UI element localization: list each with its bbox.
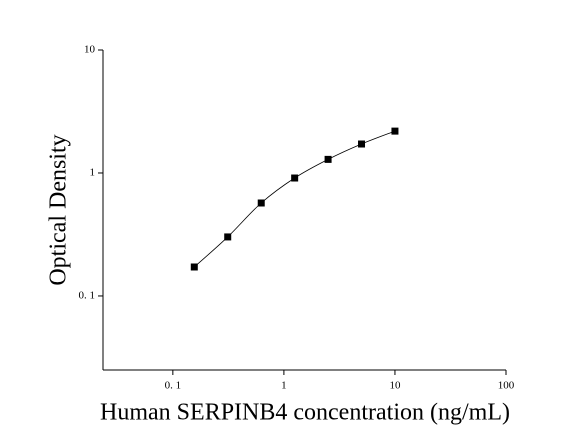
point: [391, 127, 399, 135]
x-tick-label: 0. 1: [165, 380, 182, 392]
point: [190, 263, 198, 271]
point: [324, 155, 332, 163]
x-axis-title: Human SERPINB4 concentration (ng/mL): [100, 400, 510, 426]
y-tick-label: 0. 1: [79, 289, 96, 301]
x-tick-label: 1: [281, 380, 287, 392]
x-tick-label: 10: [389, 380, 401, 392]
y-axis-title: Optical Density: [46, 134, 72, 285]
point: [291, 174, 299, 182]
point: [257, 199, 265, 207]
point: [358, 140, 366, 148]
y-tick-label: 10: [84, 44, 96, 56]
fit-curve: [194, 130, 396, 268]
x-tick-label: 100: [498, 380, 515, 392]
y-tick-label: 1: [90, 167, 96, 179]
point: [224, 233, 232, 241]
